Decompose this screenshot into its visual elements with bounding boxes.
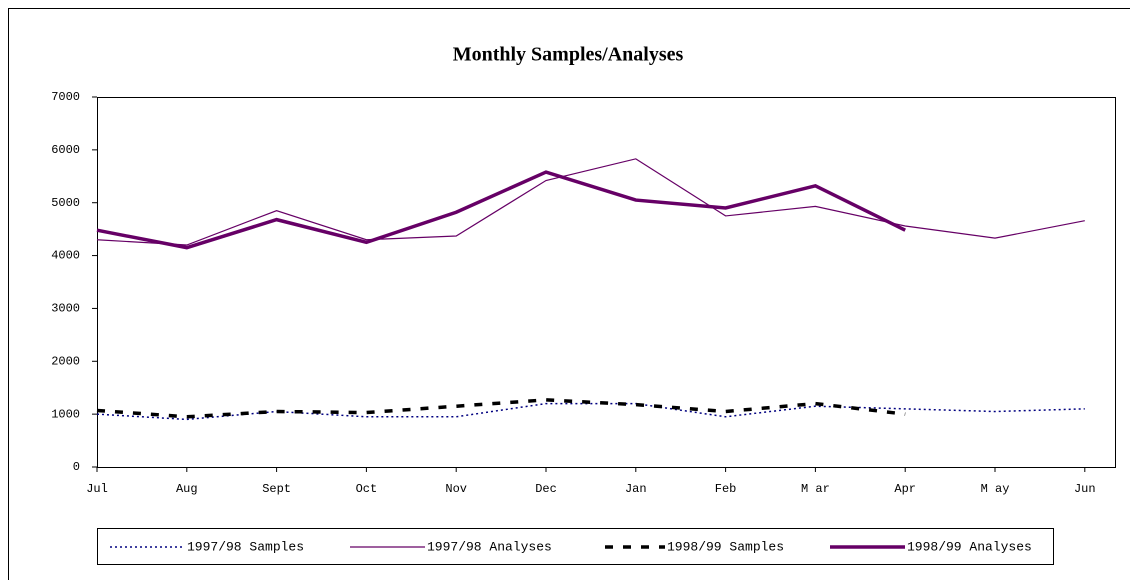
legend-box <box>97 528 1054 565</box>
series-line <box>96 158 1085 246</box>
y-tick-label: 1000 <box>51 407 80 421</box>
legend-label: 1998/99 Samples <box>667 539 784 554</box>
legend-label: 1997/98 Samples <box>187 539 304 554</box>
y-tick-label: 2000 <box>51 354 80 368</box>
x-tick-label: Nov <box>445 482 467 496</box>
x-tick-label: Feb <box>715 482 737 496</box>
x-tick-label: Oct <box>356 482 378 496</box>
x-tick-label: M ay <box>981 482 1010 496</box>
x-tick-label: Sept <box>262 482 291 496</box>
x-tick-label: Jun <box>1074 482 1096 496</box>
chart-border <box>8 8 1130 580</box>
x-tick-label: Jan <box>625 482 647 496</box>
y-tick-label: 0 <box>73 460 80 474</box>
y-tick-label: 4000 <box>51 249 80 263</box>
y-tick-label: 7000 <box>51 90 80 104</box>
x-tick-label: Jul <box>86 482 108 496</box>
y-tick-label: 5000 <box>51 196 80 210</box>
legend-label: 1998/99 Analyses <box>907 539 1032 554</box>
x-tick-label: Apr <box>894 482 916 496</box>
x-tick-label: Aug <box>176 482 198 496</box>
y-tick-label: 3000 <box>51 302 80 316</box>
y-tick-label: 6000 <box>51 143 80 157</box>
x-tick-label: Dec <box>535 482 557 496</box>
legend-label: 1997/98 Analyses <box>427 539 552 554</box>
plot-area <box>97 97 1116 468</box>
x-tick-label: M ar <box>801 482 830 496</box>
chart-title: Monthly Samples/Analyses <box>453 44 684 66</box>
series-line <box>96 170 906 250</box>
